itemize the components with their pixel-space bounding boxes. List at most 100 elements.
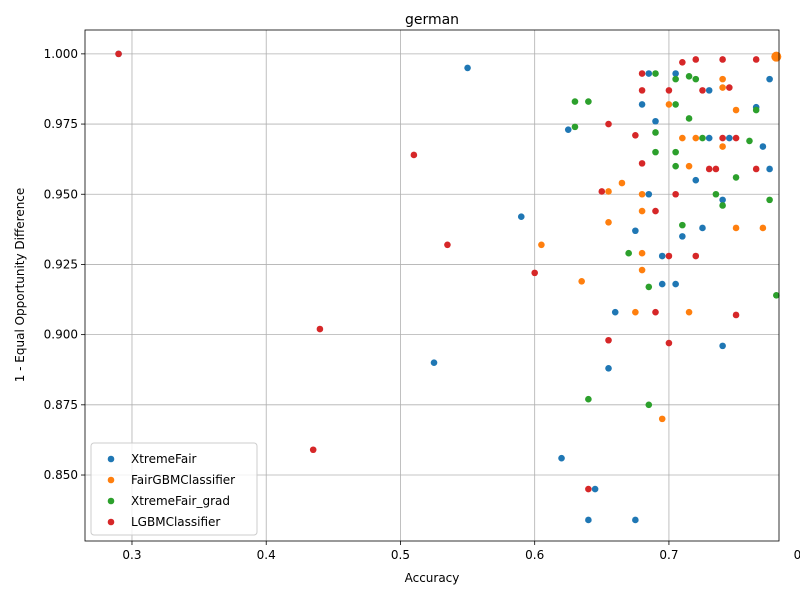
- data-point: [115, 50, 122, 58]
- x-tick-label: 0.6: [525, 548, 544, 562]
- legend-marker: [107, 455, 115, 463]
- data-point: [638, 249, 646, 257]
- data-point: [316, 325, 324, 333]
- data-point: [598, 188, 606, 195]
- grid-lines: [85, 30, 779, 541]
- legend-marker: [107, 518, 115, 526]
- x-tick-label: 0.4: [257, 548, 276, 562]
- data-point: [773, 292, 780, 299]
- data-point: [410, 151, 418, 159]
- data-point: [752, 165, 760, 173]
- data-point: [766, 196, 773, 204]
- data-point: [665, 252, 673, 260]
- data-point: [719, 143, 726, 150]
- data-point: [699, 134, 706, 142]
- y-tick-label: 0.900: [44, 328, 78, 342]
- data-points: [115, 50, 782, 524]
- data-point: [759, 143, 767, 150]
- data-point: [605, 188, 612, 195]
- data-point: [611, 308, 619, 316]
- data-point: [692, 75, 700, 83]
- data-point: [632, 227, 639, 235]
- data-point: [638, 190, 646, 198]
- legend-label: XtremeFair_grad: [131, 494, 230, 508]
- y-tick-label: 0.975: [44, 117, 78, 131]
- data-point: [766, 165, 773, 173]
- data-point: [632, 131, 639, 139]
- data-point: [645, 283, 653, 291]
- data-point: [571, 123, 579, 131]
- data-point: [652, 117, 659, 125]
- data-point: [692, 176, 700, 184]
- data-point: [638, 160, 646, 167]
- data-point: [585, 485, 592, 493]
- data-point: [719, 134, 726, 142]
- data-point: [652, 129, 659, 136]
- data-point: [719, 342, 726, 350]
- data-point: [605, 219, 612, 226]
- data-point: [752, 56, 760, 63]
- data-point: [759, 224, 767, 232]
- data-point: [665, 87, 673, 94]
- series-xtremefair-grad: [571, 70, 780, 409]
- data-point: [605, 120, 612, 128]
- data-point: [638, 266, 646, 274]
- data-point: [672, 280, 679, 288]
- data-point: [685, 115, 693, 122]
- x-axis-label: Accuracy: [405, 571, 460, 585]
- data-point: [658, 252, 666, 260]
- data-point: [692, 56, 700, 63]
- data-point: [585, 98, 592, 105]
- data-point: [652, 70, 659, 77]
- legend-label: FairGBMClassifier: [131, 473, 235, 487]
- data-point: [618, 179, 626, 187]
- data-point: [712, 190, 720, 198]
- plot-frame: [84, 29, 780, 542]
- data-point: [464, 64, 471, 72]
- data-point: [766, 75, 773, 83]
- data-point: [672, 190, 679, 198]
- data-point: [638, 101, 646, 108]
- data-point: [430, 359, 438, 367]
- data-point: [605, 365, 612, 372]
- data-point: [638, 87, 646, 94]
- data-point: [672, 148, 679, 156]
- data-point: [591, 485, 599, 493]
- x-tick-label: 0.8: [794, 548, 800, 562]
- data-point: [705, 165, 713, 173]
- data-point: [692, 252, 700, 260]
- data-point: [679, 58, 686, 66]
- y-tick-label: 0.925: [44, 257, 78, 271]
- y-tick-label: 0.875: [44, 398, 78, 412]
- data-point: [531, 269, 538, 277]
- data-point: [632, 308, 639, 316]
- legend-box: [90, 442, 258, 536]
- data-point: [719, 196, 726, 204]
- series-fairgbmclassifier: [538, 51, 782, 423]
- data-point: [732, 134, 740, 142]
- data-point: [699, 224, 706, 232]
- data-point: [672, 101, 679, 108]
- data-point: [672, 162, 679, 170]
- legend-marker: [107, 497, 115, 505]
- data-point: [652, 207, 659, 215]
- data-point: [564, 126, 572, 133]
- data-point: [685, 308, 693, 316]
- data-point: [679, 134, 686, 142]
- legend-label: XtremeFair: [131, 452, 197, 466]
- data-point: [692, 134, 700, 142]
- data-point: [685, 162, 693, 170]
- data-point: [638, 70, 646, 77]
- data-point: [746, 137, 753, 145]
- data-point: [571, 98, 579, 105]
- y-tick-label: 0.850: [44, 468, 78, 482]
- x-tick-label: 0.7: [659, 548, 678, 562]
- data-point: [585, 395, 592, 403]
- data-point: [732, 224, 740, 232]
- legend: XtremeFair FairGBMClassifier XtremeFair_gr…: [90, 442, 258, 536]
- data-point: [672, 70, 679, 77]
- data-point: [719, 202, 726, 209]
- data-point: [309, 446, 317, 454]
- data-point: [605, 336, 612, 344]
- data-point: [645, 401, 653, 409]
